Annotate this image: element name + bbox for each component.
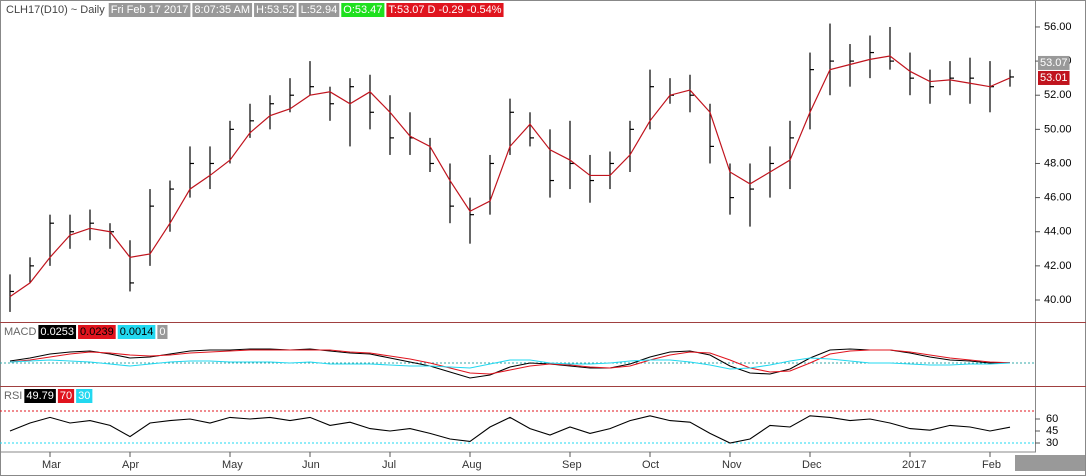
badge-text: 30 <box>78 390 90 402</box>
x-tick-label: Feb <box>982 459 1001 471</box>
scroll-box[interactable] <box>1015 455 1085 471</box>
badge-text: L:52.94 <box>301 4 338 16</box>
badge-bg <box>157 325 168 339</box>
badge-bg <box>1038 70 1070 85</box>
moving-average <box>9 55 1011 298</box>
badge-bg <box>76 389 93 403</box>
x-tick-label: Jun <box>302 459 320 471</box>
y-tick-label: 42.00 <box>1044 260 1072 272</box>
x-tick-label: May <box>222 459 243 471</box>
y-tick-label: 60 <box>1046 413 1058 425</box>
badge-bg <box>341 3 385 17</box>
indicator-line <box>9 357 1011 370</box>
indicator-title: RSI <box>4 390 22 402</box>
y-tick-label: 46.00 <box>1044 192 1072 204</box>
badge-bg <box>298 3 340 17</box>
badge-bg <box>192 3 253 17</box>
plot-frame <box>0 0 1036 453</box>
x-tick-label: Jul <box>382 459 396 471</box>
badge-bg <box>1038 55 1070 70</box>
indicator-line <box>9 349 1011 375</box>
badge-text: CLH17(D10) ~ Daily <box>6 4 105 16</box>
x-tick-label: Dec <box>802 459 822 471</box>
badge-bg <box>38 325 77 339</box>
y-tick-label: 52.00 <box>1044 89 1072 101</box>
badge-bg <box>386 3 504 17</box>
badge-bg <box>254 3 297 17</box>
y-tick-label: 56.00 <box>1044 21 1072 33</box>
badge-text: 0.0239 <box>80 326 114 338</box>
x-tick-label: Apr <box>122 459 139 471</box>
x-tick-label: Sep <box>562 459 582 471</box>
badge-text: 0.0014 <box>120 326 154 338</box>
badge-text: 8:07:35 AM <box>194 4 250 16</box>
x-tick-label: Oct <box>642 459 659 471</box>
x-tick-label: Nov <box>722 459 742 471</box>
y-tick-label: 45 <box>1046 425 1058 437</box>
indicator-line <box>9 348 1011 379</box>
x-tick-label: Mar <box>42 459 61 471</box>
indicator-line <box>9 415 1011 444</box>
badge-text: 53.07 <box>1040 57 1068 69</box>
badge-text: 0.0253 <box>40 326 74 338</box>
badge-bg <box>108 3 191 17</box>
indicator-title: MACD <box>4 326 36 338</box>
badge-text: T:53.07 D -0.29 -0.54% <box>388 4 501 16</box>
badge-text: 0 <box>159 326 165 338</box>
x-tick-label: 2017 <box>902 459 926 471</box>
badge-text: 70 <box>60 390 72 402</box>
x-tick-label: Aug <box>462 459 482 471</box>
y-tick-label: 40.00 <box>1044 294 1072 306</box>
badge-text: O:53.47 <box>343 4 382 16</box>
badge-bg <box>57 389 75 403</box>
y-tick-label: 44.00 <box>1044 226 1072 238</box>
badge-text: 53.01 <box>1040 72 1068 84</box>
badge-bg <box>117 325 156 339</box>
y-tick-label: 30 <box>1046 437 1058 449</box>
y-tick-label: 48.00 <box>1044 157 1072 169</box>
badge-text: H:53.52 <box>256 4 295 16</box>
badge-text: 49.79 <box>26 390 54 402</box>
badge-bg <box>24 389 56 403</box>
y-tick-label: 50.00 <box>1044 123 1072 135</box>
badge-bg <box>78 325 116 339</box>
badge-text: Fri Feb 17 2017 <box>111 4 189 16</box>
